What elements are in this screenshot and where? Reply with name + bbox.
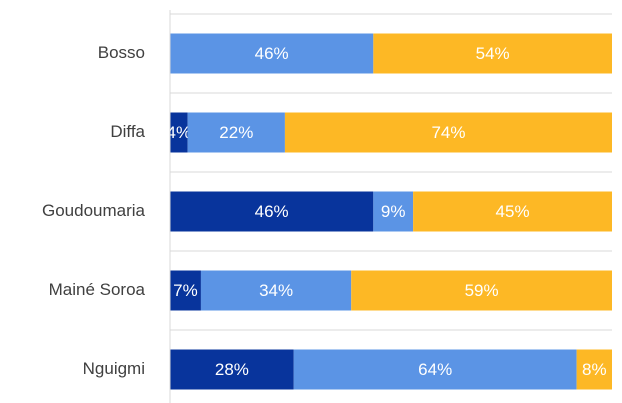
- data-label: 46%: [255, 44, 289, 63]
- bar-segment: [187, 112, 285, 153]
- bar-segment: [170, 112, 188, 153]
- data-label: 8%: [582, 360, 607, 379]
- category-label: Nguigmi: [83, 359, 145, 378]
- data-label: 22%: [219, 123, 253, 142]
- data-label: 28%: [215, 360, 249, 379]
- data-label: 4%: [167, 123, 192, 142]
- bar-segment: [170, 270, 201, 311]
- bar-segment: [373, 33, 612, 74]
- category-label: Goudoumaria: [42, 201, 146, 220]
- data-label: 54%: [476, 44, 510, 63]
- category-label: Bosso: [98, 43, 145, 62]
- data-label: 7%: [173, 281, 198, 300]
- category-label: Mainé Soroa: [49, 280, 146, 299]
- data-label: 59%: [465, 281, 499, 300]
- data-label: 45%: [496, 202, 530, 221]
- bar-segment: [293, 349, 577, 390]
- data-label: 34%: [259, 281, 293, 300]
- bar-segment: [373, 191, 414, 232]
- bar-segment: [170, 33, 374, 74]
- bar-segment: [576, 349, 612, 390]
- bar-segment: [170, 349, 294, 390]
- data-label: 9%: [381, 202, 406, 221]
- data-label: 46%: [255, 202, 289, 221]
- data-label: 64%: [418, 360, 452, 379]
- data-label: 74%: [431, 123, 465, 142]
- bar-segment: [284, 112, 612, 153]
- bar-segment: [413, 191, 612, 232]
- bar-segment: [170, 191, 374, 232]
- bar-segment: [200, 270, 352, 311]
- bar-segment: [351, 270, 612, 311]
- category-label: Diffa: [110, 122, 145, 141]
